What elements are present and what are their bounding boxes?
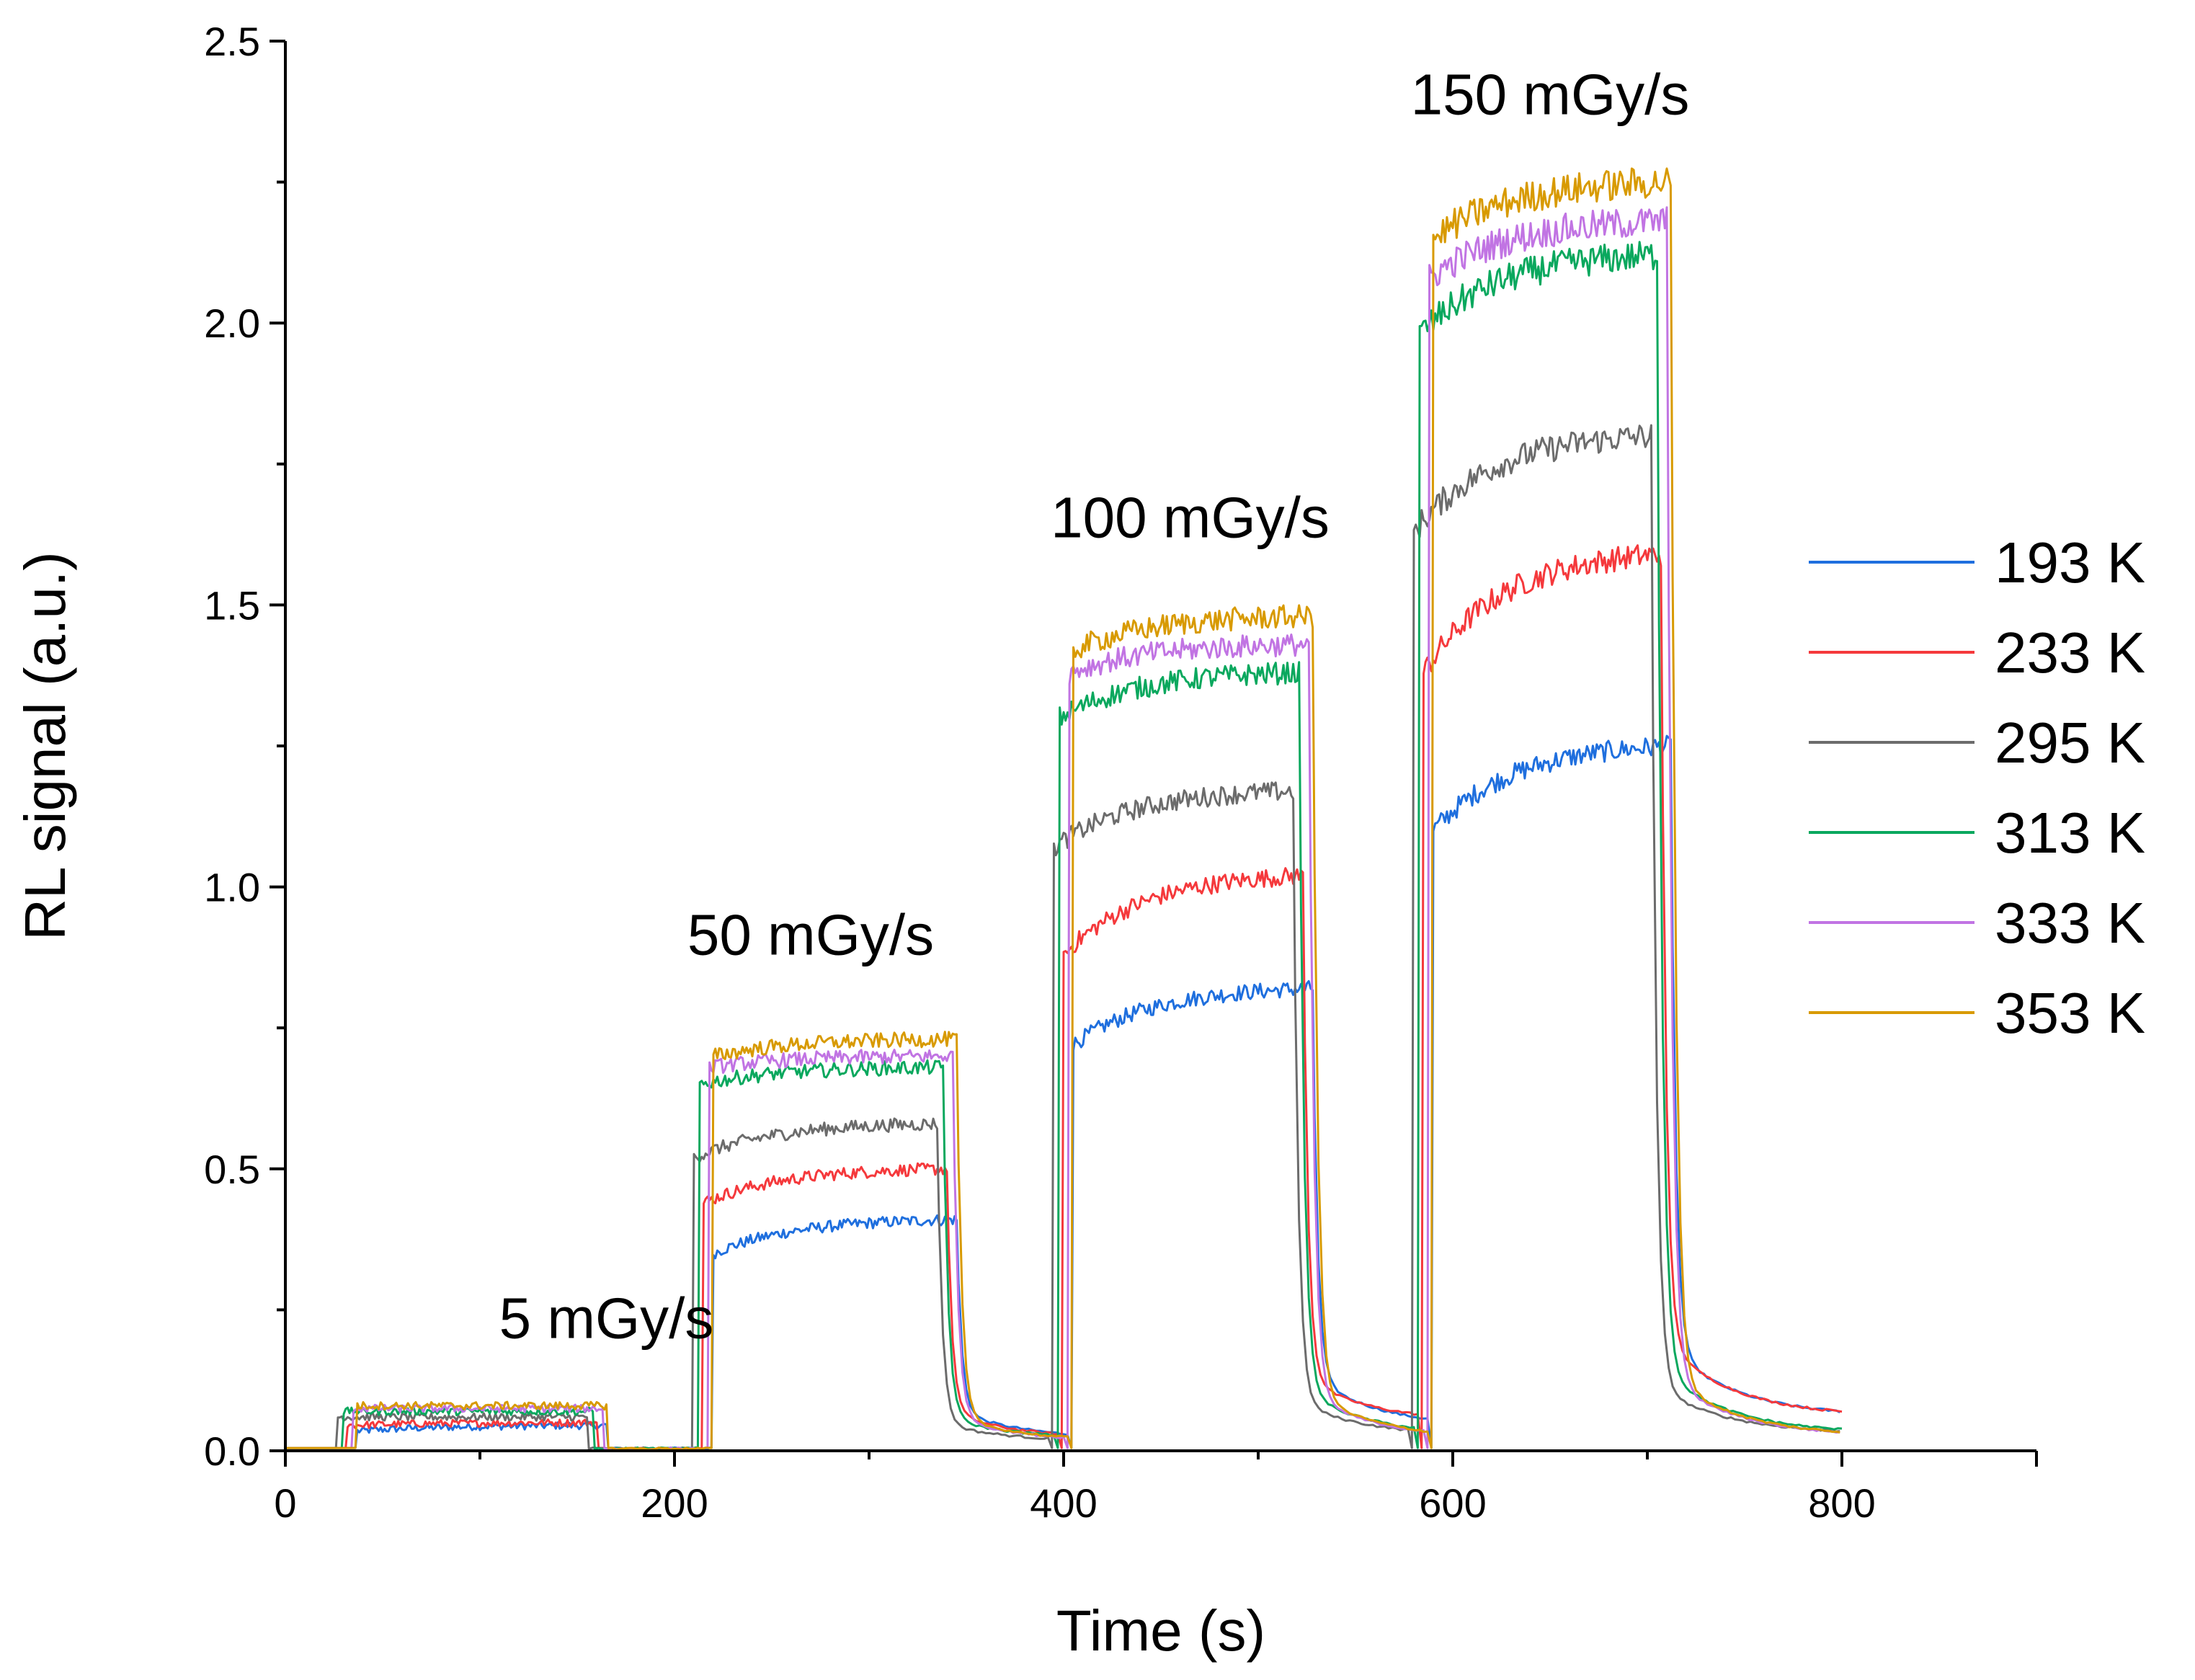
x-tick-label: 200 [641,1480,708,1526]
series-line-193-k [285,734,1840,1451]
legend-label: 233 K [1995,621,2145,685]
dose-rate-label: 100 mGy/s [1051,486,1330,550]
series-line-353-k [285,167,1840,1451]
legend-label: 313 K [1995,801,2145,865]
dose-rate-label: 150 mGy/s [1411,63,1690,127]
legend: 193 K 233 K 295 K 313 K 333 K 353 K [1809,530,2145,1045]
dose-rate-label: 5 mGy/s [499,1286,714,1351]
x-tick-label: 800 [1808,1480,1875,1526]
y-tick-label: 2.5 [204,19,260,64]
series-line-313-k [285,241,1843,1451]
y-tick-label: 2.0 [204,301,260,346]
legend-label: 353 K [1995,981,2145,1045]
axes [284,41,2036,1452]
y-tick-label: 1.5 [204,582,260,628]
x-tick-label: 400 [1030,1480,1097,1526]
y-tick-label: 1.0 [204,865,260,910]
legend-label: 193 K [1995,530,2145,595]
y-axis-title: RL signal (a.u.) [13,551,77,941]
y-tick-label: 0.5 [204,1147,260,1192]
dose-rate-label: 50 mGy/s [687,902,934,966]
legend-label: 295 K [1995,711,2145,775]
series-line-295-k [285,424,1840,1451]
legend-label: 333 K [1995,891,2145,955]
ticks: 0 200 400 600 800 0.0 0.5 1.0 1.5 2.0 2.5 [204,19,2038,1526]
x-axis-title: Time (s) [1056,1599,1265,1663]
x-tick-label: 600 [1419,1480,1486,1526]
x-tick-label: 0 [274,1480,296,1526]
plot-lines [285,167,1843,1451]
y-tick-label: 0.0 [204,1428,260,1474]
annotations: 5 mGy/s 50 mGy/s 100 mGy/s 150 mGy/s [499,63,1690,1351]
